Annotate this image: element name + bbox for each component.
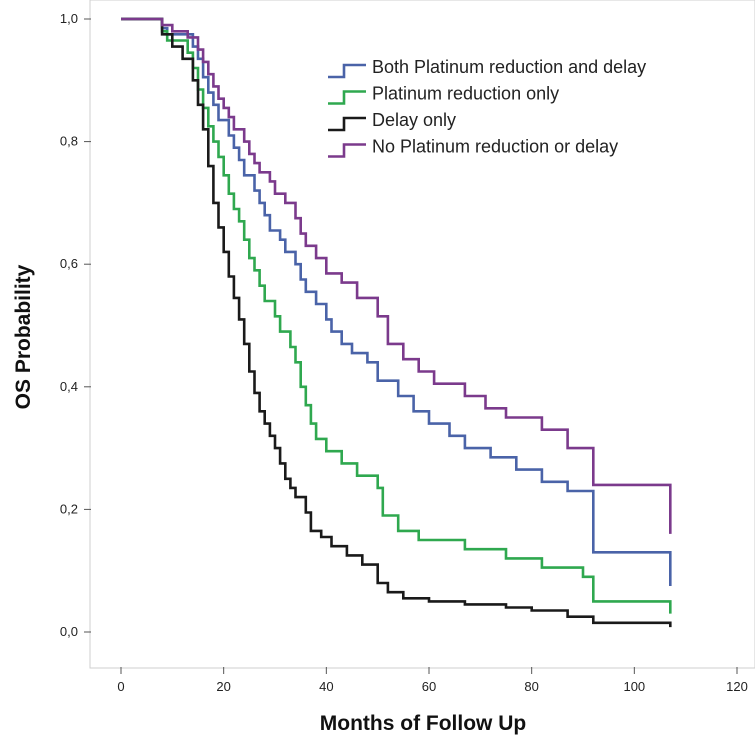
y-tick-label: 0,2 <box>60 501 78 516</box>
y-tick-label: 1,0 <box>60 11 78 26</box>
y-axis-title: OS Probability <box>12 264 35 409</box>
x-axis-title: Months of Follow Up <box>320 712 526 735</box>
plot-area <box>89 0 755 669</box>
series-line-4 <box>121 17 672 534</box>
legend-label-1: Both Platinum reduction and delay <box>372 57 646 77</box>
legend-swatch-4 <box>328 143 366 158</box>
y-axis: 0,0 0,2 0,4 0,6 0,8 1,0 <box>60 11 91 639</box>
x-tick-label: 0 <box>117 679 124 694</box>
x-tick-label: 120 <box>726 679 748 694</box>
series-line-3 <box>121 17 672 628</box>
y-tick-label: 0,4 <box>60 379 78 394</box>
x-tick-label: 80 <box>524 679 538 694</box>
series-line-2 <box>121 17 672 614</box>
series-layer <box>121 17 672 628</box>
x-tick-label: 40 <box>319 679 333 694</box>
legend-label-3: Delay only <box>372 110 456 130</box>
x-tick-label: 60 <box>422 679 436 694</box>
y-tick-label: 0,6 <box>60 256 78 271</box>
y-tick-label: 0,8 <box>60 134 78 149</box>
y-tick-label: 0,0 <box>60 624 78 639</box>
legend-label-4: No Platinum reduction or delay <box>372 137 618 157</box>
x-axis: 0 20 40 60 80 100 120 <box>117 667 748 694</box>
series-line-1 <box>121 17 672 586</box>
legend-swatch-2 <box>328 90 366 105</box>
x-tick-label: 100 <box>623 679 645 694</box>
legend-swatch-3 <box>328 116 366 132</box>
legend-swatch-1 <box>328 63 366 79</box>
legend: Both Platinum reduction and delay Platinu… <box>328 57 646 158</box>
x-tick-label: 20 <box>216 679 230 694</box>
legend-label-2: Platinum reduction only <box>372 84 559 104</box>
